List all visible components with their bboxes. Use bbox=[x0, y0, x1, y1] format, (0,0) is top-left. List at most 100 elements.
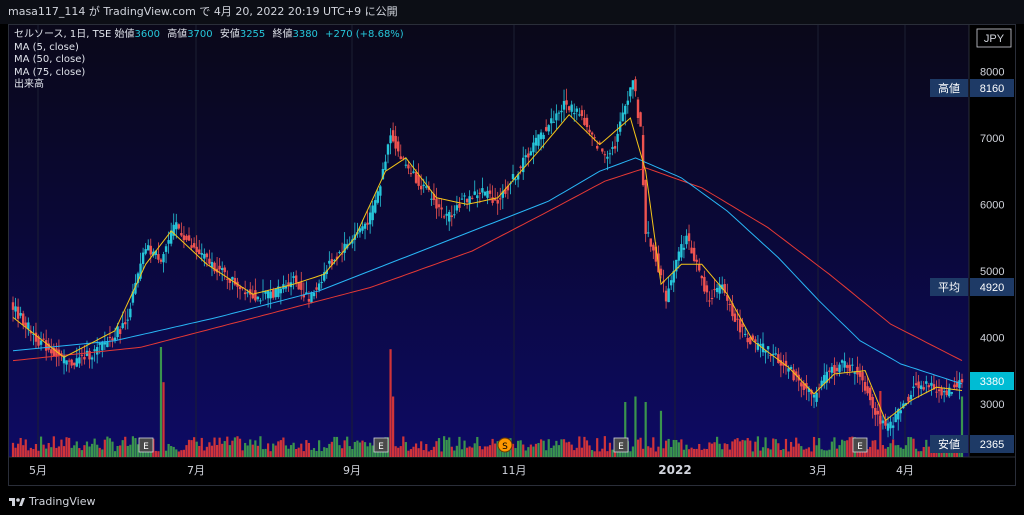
candle-body bbox=[858, 371, 862, 377]
candle-body bbox=[19, 313, 22, 316]
volume-bar bbox=[463, 440, 466, 457]
volume-bar bbox=[17, 443, 20, 457]
candle-body bbox=[386, 144, 390, 155]
volume-bar bbox=[871, 440, 874, 457]
legend-indicator-ma50[interactable]: MA (50, close) bbox=[14, 54, 86, 65]
volume-bar bbox=[767, 448, 770, 457]
candle-body bbox=[131, 291, 135, 303]
candle-body bbox=[164, 246, 168, 252]
volume-bar bbox=[580, 447, 583, 457]
legend-open-label: 始値 bbox=[114, 29, 135, 40]
volume-bar bbox=[713, 442, 716, 457]
volume-bar bbox=[238, 438, 242, 457]
candle-body bbox=[88, 350, 91, 360]
candle-body bbox=[437, 204, 441, 208]
volume-bar bbox=[695, 448, 698, 457]
volume-bar bbox=[295, 448, 298, 457]
candle-body bbox=[458, 203, 461, 208]
candle-body bbox=[65, 360, 68, 365]
volume-bar bbox=[731, 441, 734, 457]
volume-bar bbox=[751, 451, 754, 457]
volume-bar bbox=[805, 448, 808, 457]
legend-indicator-ma5[interactable]: MA (5, close) bbox=[14, 41, 79, 53]
volume-bar bbox=[389, 349, 392, 457]
volume-bar bbox=[624, 402, 627, 457]
volume-bar bbox=[297, 447, 300, 457]
volume-bar bbox=[27, 450, 30, 457]
ma5-line bbox=[12, 113, 963, 422]
x-tick-label: 2022 bbox=[658, 463, 691, 477]
volume-bar bbox=[473, 443, 476, 457]
volume-bar bbox=[381, 449, 385, 457]
volume-bar bbox=[682, 449, 686, 457]
volume-bar bbox=[223, 441, 226, 457]
candle-body bbox=[902, 403, 905, 409]
volume-bar bbox=[555, 440, 558, 457]
volume-bar bbox=[340, 448, 344, 457]
volume-bar bbox=[62, 446, 66, 457]
volume-bar bbox=[590, 450, 594, 457]
candle-body bbox=[141, 252, 145, 264]
publisher-username[interactable]: masa117_114 bbox=[8, 5, 86, 18]
volume-bar bbox=[200, 437, 203, 457]
volume-bar bbox=[920, 451, 923, 457]
candle-body bbox=[639, 112, 642, 127]
volume-bar bbox=[328, 443, 331, 457]
volume-bar bbox=[708, 442, 711, 457]
candle-body bbox=[238, 286, 242, 290]
candle-body bbox=[169, 230, 173, 244]
currency-box bbox=[976, 28, 1012, 48]
volume-bar bbox=[277, 441, 280, 457]
candle-body bbox=[754, 339, 757, 342]
candle-body bbox=[539, 132, 543, 140]
candle-body bbox=[925, 381, 928, 384]
volume-bar bbox=[261, 449, 265, 457]
volume-bar bbox=[537, 443, 540, 457]
volume-bar bbox=[935, 450, 938, 457]
site-name[interactable]: TradingView.com bbox=[103, 5, 196, 18]
volume-bar bbox=[534, 443, 538, 457]
candle-body bbox=[726, 295, 729, 301]
legend-indicator-volume[interactable]: 出来高 bbox=[14, 79, 44, 90]
volume-bar bbox=[88, 446, 91, 457]
volume-bar bbox=[440, 451, 443, 457]
candle-body bbox=[603, 154, 607, 156]
volume-bar bbox=[111, 441, 114, 457]
volume-bar bbox=[274, 445, 277, 457]
candle-body bbox=[305, 292, 308, 295]
volume-bar bbox=[264, 448, 267, 457]
event-marker-label: E bbox=[857, 442, 863, 452]
volume-bar bbox=[420, 441, 423, 457]
volume-bar bbox=[892, 439, 895, 457]
volume-bar bbox=[542, 440, 545, 457]
candle-body bbox=[555, 113, 558, 121]
price-badge-value-bg bbox=[970, 79, 1014, 97]
candle-body bbox=[955, 381, 959, 388]
candle-body bbox=[317, 283, 321, 291]
volume-bar bbox=[83, 445, 86, 457]
legend-indicator-ma75[interactable]: MA (75, close) bbox=[14, 66, 86, 78]
volume-bar bbox=[144, 449, 147, 457]
candle-body bbox=[529, 151, 533, 156]
candle-body bbox=[256, 296, 260, 300]
volume-bar bbox=[491, 438, 494, 457]
y-tick-label: 6000 bbox=[980, 199, 1004, 211]
footer bbox=[0, 486, 1024, 515]
candle-body bbox=[167, 240, 170, 244]
volume-bar bbox=[721, 449, 724, 457]
tradingview-brand[interactable]: TradingView bbox=[9, 495, 95, 508]
candle-body bbox=[680, 244, 683, 258]
candle-body bbox=[312, 293, 316, 297]
volume-bar bbox=[52, 436, 55, 457]
volume-bar bbox=[254, 440, 257, 457]
candle-body bbox=[817, 387, 821, 389]
candle-body bbox=[417, 174, 420, 186]
volume-bar bbox=[570, 444, 573, 457]
volume-bar bbox=[318, 440, 321, 457]
volume-bar bbox=[494, 443, 497, 457]
price-badge-label: 安値 bbox=[938, 437, 960, 451]
volume-bar bbox=[129, 444, 132, 457]
candle-body bbox=[907, 396, 910, 402]
event-marker-label: E bbox=[143, 442, 149, 452]
